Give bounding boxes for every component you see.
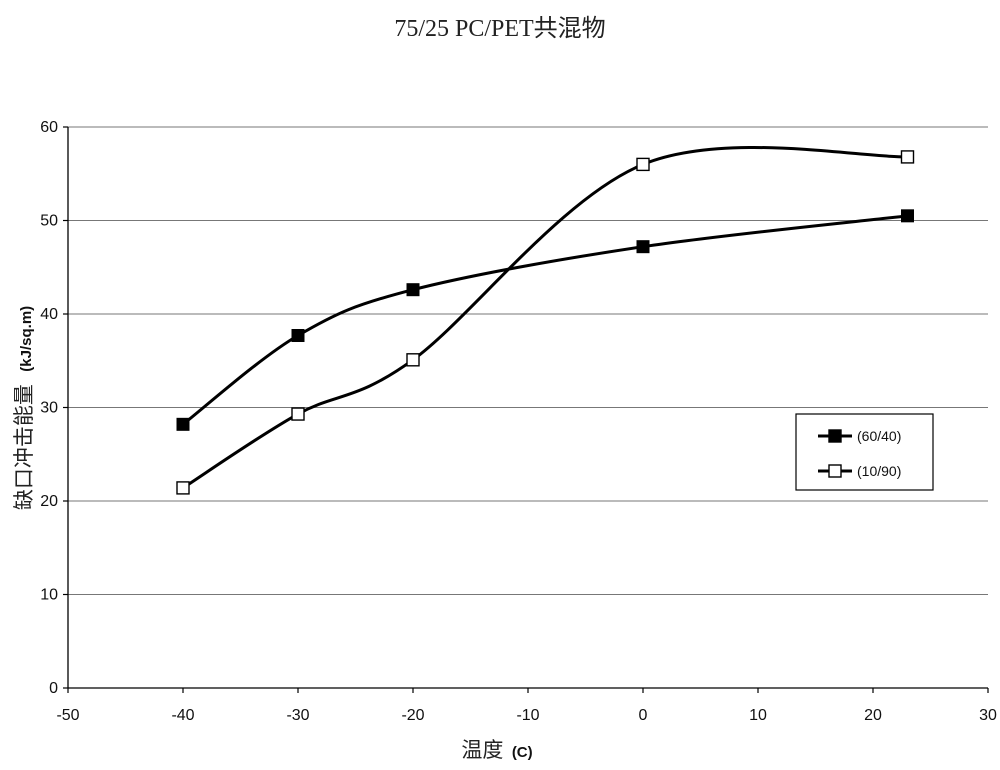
legend-label-2: (10/90)	[857, 463, 901, 479]
y-tick-label: 40	[40, 306, 58, 323]
y-tick-label: 30	[40, 400, 58, 417]
grid-lines	[68, 127, 988, 595]
x-tick-label: -10	[516, 707, 539, 724]
data-point-series-1	[292, 330, 304, 342]
y-tick-label: 50	[40, 213, 58, 230]
data-point-series-2	[637, 158, 649, 170]
y-tick-label: 60	[40, 119, 58, 136]
data-point-series-2	[407, 354, 419, 366]
y-tick-label: 20	[40, 493, 58, 510]
x-tick-label: 10	[749, 707, 767, 724]
y-axis-label-unit: (kJ/sq.m)	[18, 306, 35, 372]
x-tick-label: -20	[401, 707, 424, 724]
data-point-series-2	[902, 151, 914, 163]
data-point-series-1	[407, 284, 419, 296]
x-tick-label: -30	[286, 707, 309, 724]
x-tick-label: 20	[864, 707, 882, 724]
x-tick-label: -50	[56, 707, 79, 724]
legend-label-1: (60/40)	[857, 428, 901, 444]
y-axis-label: 缺口冲击能量 (kJ/sq.m)	[12, 306, 36, 510]
data-point-series-1	[177, 418, 189, 430]
legend-marker-2	[829, 465, 841, 477]
legend-marker-1	[829, 430, 841, 442]
x-tick-label: -40	[171, 707, 194, 724]
legend: (60/40) (10/90)	[796, 414, 933, 490]
x-axis-label: 温度 (C)	[461, 738, 532, 762]
y-tick-label: 0	[49, 680, 58, 697]
x-axis-label-main: 温度	[461, 738, 503, 762]
y-axis-label-main: 缺口冲击能量	[12, 384, 36, 510]
data-point-series-1	[637, 241, 649, 253]
y-tick-label: 10	[40, 587, 58, 604]
x-tick-label: 30	[979, 707, 997, 724]
x-axis-label-unit: (C)	[512, 744, 533, 761]
x-tick-label: 0	[639, 707, 648, 724]
data-point-series-1	[902, 210, 914, 222]
data-point-series-2	[177, 482, 189, 494]
data-point-series-2	[292, 408, 304, 420]
series-line-1	[183, 216, 908, 425]
